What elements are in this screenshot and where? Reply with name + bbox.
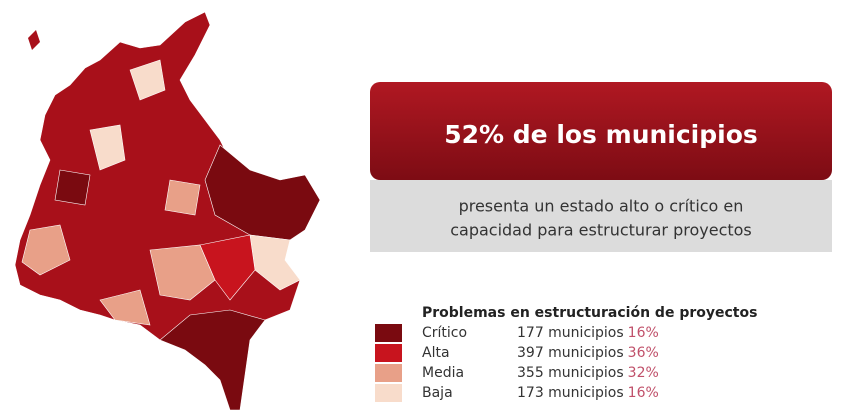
legend-count: 177 municipios <box>517 325 624 341</box>
legend-label: Crítico <box>422 325 467 341</box>
region <box>21 224 71 276</box>
legend-label: Media <box>422 365 464 381</box>
headline-banner <box>370 82 832 180</box>
region <box>164 179 201 216</box>
region <box>89 124 126 171</box>
legend-count: 173 municipios <box>517 385 624 401</box>
legend-percent: 32% <box>628 365 659 381</box>
legend-percent: 16% <box>628 325 659 341</box>
legend-swatch <box>375 324 402 342</box>
legend-percent: 16% <box>628 385 659 401</box>
subtitle-box <box>370 180 832 252</box>
legend-swatch <box>375 344 402 362</box>
legend-title: Problemas en estructuración de proyectos <box>422 305 757 321</box>
region <box>54 169 91 206</box>
map <box>14 11 321 411</box>
region <box>159 309 266 411</box>
region <box>129 59 166 101</box>
legend-label: Alta <box>422 345 450 361</box>
legend-swatch <box>375 364 402 382</box>
region <box>204 144 321 241</box>
subtitle-line: capacidad para estructurar proyectos <box>450 221 752 240</box>
subtitle-line: presenta un estado alto o crítico en <box>459 197 744 216</box>
legend-count: 397 municipios <box>517 345 624 361</box>
island <box>28 30 40 50</box>
legend-count: 355 municipios <box>517 365 624 381</box>
region <box>99 289 151 326</box>
region <box>149 244 216 301</box>
headline: 52% de los municipios <box>444 120 758 149</box>
legend-swatch <box>375 384 402 402</box>
legend-percent: 36% <box>628 345 659 361</box>
legend-label: Baja <box>422 385 453 401</box>
legend: Crítico 177 municipios 16%Alta 397 municipi… <box>375 324 659 402</box>
region <box>199 234 256 301</box>
